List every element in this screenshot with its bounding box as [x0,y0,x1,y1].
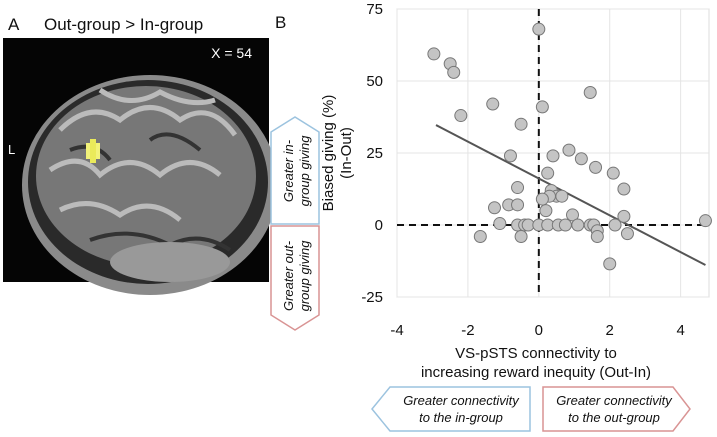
annotation-arrow [371,386,531,432]
annotation-arrow [270,225,320,331]
side-label: L [8,142,15,157]
y-tick-label: 0 [375,217,383,234]
data-point [535,192,549,206]
x-tick-label: 0 [535,322,543,339]
data-point [590,230,604,244]
panel-title: Out-group > In-group [44,15,203,34]
data-point [503,149,517,163]
data-point [539,204,553,218]
y-tick-label: 75 [366,1,383,18]
data-point [541,166,555,180]
data-point [698,214,712,228]
data-point [562,143,576,157]
data-point [486,97,500,111]
x-annotation: Greater connectivity to the in-group [403,393,520,425]
data-point [514,230,528,244]
data-point [589,160,603,174]
y-tick-label: 25 [366,145,383,162]
data-point [514,117,528,131]
data-point [620,227,634,241]
x-annotation: Greater connectivity to the out-group [556,393,673,425]
data-point [535,100,549,114]
y-axis-title: Biased giving (%)(In-Out) [320,95,355,212]
data-point [454,109,468,123]
data-point [617,182,631,196]
data-point [532,22,546,36]
fit-line [435,124,706,266]
x-tick-label: -2 [461,322,474,339]
y-annotation-line: group giving [297,240,312,312]
data-point [511,198,525,212]
annotation-arrow [542,386,691,432]
slice-label: X = 54 [211,45,252,61]
data-point [447,65,461,79]
data-point [473,230,487,244]
x-annotation-line: to the in-group [419,410,503,425]
y-axis-title-line: Biased giving (%) [320,95,337,212]
data-point [546,149,560,163]
x-axis-title-line: VS-pSTS connectivity to [455,345,617,362]
data-point [558,218,572,232]
data-point [493,217,507,231]
x-axis-title: VS-pSTS connectivity to increasing reward… [421,345,651,381]
data-point [511,181,525,195]
panel-letter: B [275,13,286,32]
y-axis-title-line: (In-Out) [338,127,355,179]
y-annotation-line: Greater out- [281,240,296,311]
annotation-arrow [270,116,320,225]
data-point [606,166,620,180]
y-tick-label: -25 [361,289,383,306]
x-annotation-line: to the out-group [568,410,660,425]
y-annotation-line: group giving [297,135,312,207]
data-point [555,189,569,203]
x-axis-title-line: increasing reward inequity (Out-In) [421,364,651,381]
y-annotation: Greater in-group giving [281,135,312,207]
x-annotation-line: Greater connectivity [556,393,673,408]
data-point [603,257,617,271]
x-annotation-line: Greater connectivity [403,393,520,408]
data-point [608,218,622,232]
panel-letter: A [8,15,20,34]
data-point [488,201,501,215]
y-annotation: Greater out-group giving [281,240,312,312]
x-tick-label: 2 [606,322,614,339]
data-point [617,209,631,223]
data-point [574,152,588,166]
y-annotation-line: Greater in- [281,139,296,202]
data-point [566,208,579,222]
data-point [427,47,441,61]
y-tick-label: 50 [366,73,383,90]
x-tick-label: 4 [676,322,684,339]
data-point [571,218,585,232]
data-point [583,86,597,100]
brain-image [3,38,278,295]
x-tick-label: -4 [390,322,403,339]
